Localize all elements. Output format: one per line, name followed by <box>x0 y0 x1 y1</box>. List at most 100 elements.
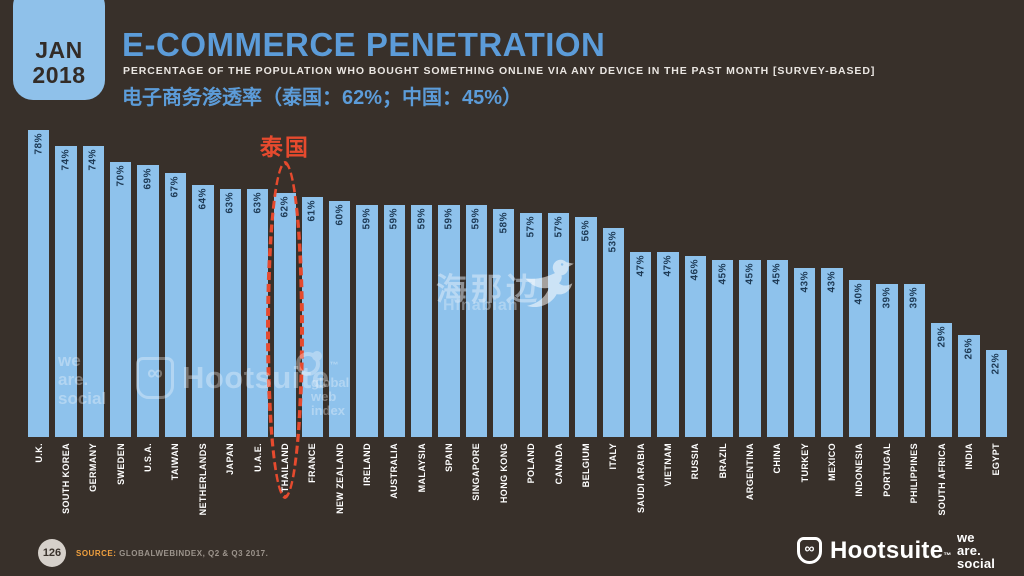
bar <box>219 189 241 437</box>
bar-category-label: TURKEY <box>799 443 810 483</box>
bar-value-label: 26% <box>963 337 975 360</box>
bar-category-label: MEXICO <box>827 443 838 481</box>
bar-column: 45% BRAZIL <box>709 130 736 478</box>
bar-column: 26% INDIA <box>955 130 982 470</box>
bar <box>876 283 898 437</box>
bar-category-label: ITALY <box>608 443 619 470</box>
bar <box>711 259 734 437</box>
bar <box>739 259 761 437</box>
bar <box>958 334 980 437</box>
bar-column: 64% NETHERLANDS <box>189 130 216 515</box>
bar-column: 74% GERMANY <box>80 130 107 492</box>
bar-category-label: AUSTRALIA <box>389 443 400 499</box>
bar-category-label: INDIA <box>963 443 974 470</box>
bar-column: 39% PHILIPPINES <box>901 130 928 503</box>
bar-category-label: FRANCE <box>307 443 318 483</box>
bar-value-label: 57% <box>553 215 564 238</box>
bar-value-label: 60% <box>334 203 346 226</box>
bar-column: 43% MEXICO <box>818 130 845 481</box>
bar-category-label: BELGIUM <box>580 443 591 488</box>
bar <box>930 322 953 437</box>
thailand-annotation-label: 泰国 <box>259 134 310 160</box>
page-title: E-COMMERCE PENETRATION <box>122 26 606 63</box>
bar-category-label: EGYPT <box>991 443 1002 476</box>
bar-column: 59% SPAIN <box>435 130 462 472</box>
bar-value-label: 59% <box>443 207 455 230</box>
bar-column: 43% TURKEY <box>791 130 818 482</box>
bar-category-label: HONG KONG <box>498 443 509 504</box>
bar-column: 57% POLAND <box>517 130 544 483</box>
bar <box>848 279 871 437</box>
bar <box>794 267 816 437</box>
bar-value-label: 57% <box>525 215 537 238</box>
bar <box>328 200 351 437</box>
bar-category-label: CANADA <box>553 443 564 485</box>
bar <box>192 185 214 437</box>
bar-value-label: 47% <box>662 255 674 277</box>
bar-category-label: RUSSIA <box>690 443 701 480</box>
bar-column: 67% TAIWAN <box>162 130 189 480</box>
bar <box>301 196 323 437</box>
bar <box>356 204 378 437</box>
bar-column: 69% U.S.A. <box>134 130 161 472</box>
bar <box>575 216 597 437</box>
bar-category-label: NEW ZEALAND <box>334 443 345 514</box>
bar-value-label: 43% <box>826 270 838 293</box>
bar-value-label: 45% <box>717 262 729 285</box>
bar-value-label: 45% <box>771 262 783 285</box>
bar-category-label: PHILIPPINES <box>909 443 920 504</box>
bar <box>383 204 406 437</box>
bar-value-label: 69% <box>142 168 154 190</box>
bar-value-label: 47% <box>635 255 647 277</box>
bar <box>520 212 542 437</box>
bar <box>547 212 570 437</box>
bar <box>766 259 789 437</box>
bar-value-label: 58% <box>498 211 510 234</box>
bar-value-label: 74% <box>60 148 72 171</box>
bar-value-label: 59% <box>416 207 428 230</box>
page-number: 126 <box>42 547 62 559</box>
page-subtitle: PERCENTAGE OF THE POPULATION WHO BOUGHT … <box>123 65 876 77</box>
bar-value-label: 56% <box>580 219 592 242</box>
bar-column: 56% BELGIUM <box>572 130 599 487</box>
bar-column: 39% PORTUGAL <box>873 130 900 497</box>
bar-value-label: 63% <box>224 192 236 214</box>
source-text: GLOBALWEBINDEX, Q2 & Q3 2017. <box>119 549 269 558</box>
bar <box>493 208 515 437</box>
owl-icon: ∞ <box>797 537 822 564</box>
bar <box>821 267 843 437</box>
bar-category-label: NETHERLANDS <box>197 443 208 516</box>
bar-value-label: 22% <box>990 353 1002 375</box>
bar <box>110 161 132 437</box>
bar <box>137 165 159 437</box>
bar-category-label: MALAYSIA <box>416 443 427 493</box>
bar-category-label: CHINA <box>772 443 783 474</box>
bar-value-label: 43% <box>799 270 811 293</box>
bar-column: 63% U.A.E. <box>244 130 271 472</box>
bar-value-label: 59% <box>361 207 373 230</box>
bar <box>465 204 488 437</box>
bar-column: 59% MALAYSIA <box>408 130 435 492</box>
bar-value-label: 40% <box>853 282 865 305</box>
bar-value-label: 70% <box>115 164 127 187</box>
bar <box>246 189 269 437</box>
bar-category-label: JAPAN <box>225 443 236 475</box>
bar-column: 59% AUSTRALIA <box>381 130 408 499</box>
bar-column: 61% FRANCE <box>299 130 326 483</box>
bar-category-label: IRELAND <box>361 443 372 486</box>
bar-column: 47% VIETNAM <box>654 130 681 486</box>
bar <box>684 255 706 437</box>
bar <box>657 252 679 437</box>
bar-column: 59% IRELAND <box>353 130 380 486</box>
bar-column: 59% SINGAPORE <box>463 130 490 501</box>
bar-column: 40% INDONESIA <box>846 130 873 497</box>
bar-value-label: 64% <box>197 188 209 210</box>
bar-column: 60% NEW ZEALAND <box>326 130 353 514</box>
bar-category-label: SINGAPORE <box>471 443 482 501</box>
bar-value-label: 63% <box>252 192 264 214</box>
bar-value-label: 78% <box>33 133 45 155</box>
bar-category-label: SAUDI ARABIA <box>635 443 646 513</box>
date-badge: JAN 2018 <box>13 0 105 100</box>
bar <box>903 283 925 437</box>
